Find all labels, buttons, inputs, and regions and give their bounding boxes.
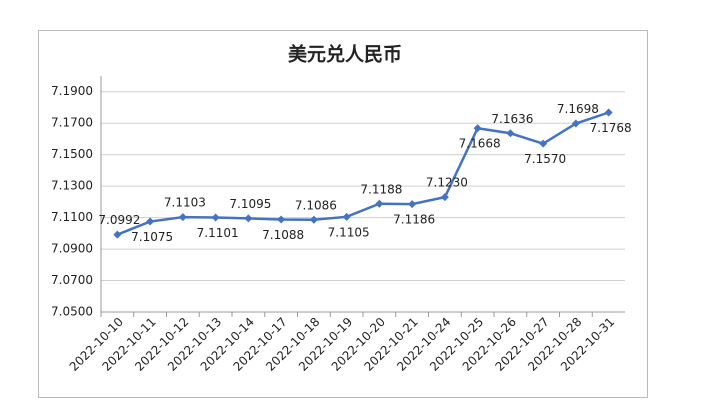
line xyxy=(116,111,610,236)
value-label: 7.1105 xyxy=(328,225,370,239)
chart-title: 美元兑人民币 xyxy=(288,43,402,66)
marker xyxy=(571,119,580,128)
value-label: 7.1636 xyxy=(491,112,533,126)
marker xyxy=(309,215,318,224)
y-tick-label: 7.1100 xyxy=(51,210,93,224)
value-label: 7.1698 xyxy=(557,102,599,116)
value-label: 7.1101 xyxy=(197,226,239,240)
marker xyxy=(146,217,155,226)
y-tick-label: 7.1900 xyxy=(51,84,93,98)
y-tick-label: 7.1300 xyxy=(51,179,93,193)
value-label: 7.1095 xyxy=(229,197,271,211)
marker xyxy=(375,199,384,208)
marker xyxy=(440,193,449,202)
value-label: 7.1103 xyxy=(164,196,206,210)
marker xyxy=(277,215,286,224)
y-tick-label: 7.1700 xyxy=(51,116,93,130)
marker xyxy=(473,124,482,133)
value-label: 7.1230 xyxy=(426,176,468,190)
value-label: 7.1668 xyxy=(459,137,501,151)
marker xyxy=(178,213,187,222)
marker xyxy=(604,108,613,117)
value-label: 7.1570 xyxy=(524,152,566,166)
marker xyxy=(408,200,417,209)
y-tick-label: 7.0900 xyxy=(51,242,93,256)
value-label: 7.1086 xyxy=(295,198,337,212)
y-tick-label: 7.1500 xyxy=(51,147,93,161)
value-label: 7.1075 xyxy=(131,230,173,244)
value-label: 7.1188 xyxy=(360,182,402,196)
value-label: 7.1186 xyxy=(393,213,435,227)
y-tick-label: 7.0700 xyxy=(51,273,93,287)
value-label: 7.1768 xyxy=(590,121,632,135)
y-tick-label: 7.0500 xyxy=(51,305,93,319)
marker xyxy=(342,212,351,221)
marker xyxy=(244,214,253,223)
marker xyxy=(506,129,515,138)
value-label: 7.1088 xyxy=(262,228,304,242)
marker xyxy=(113,230,122,239)
marker xyxy=(539,139,548,148)
value-label: 7.0992 xyxy=(98,213,140,227)
marker xyxy=(211,213,220,222)
